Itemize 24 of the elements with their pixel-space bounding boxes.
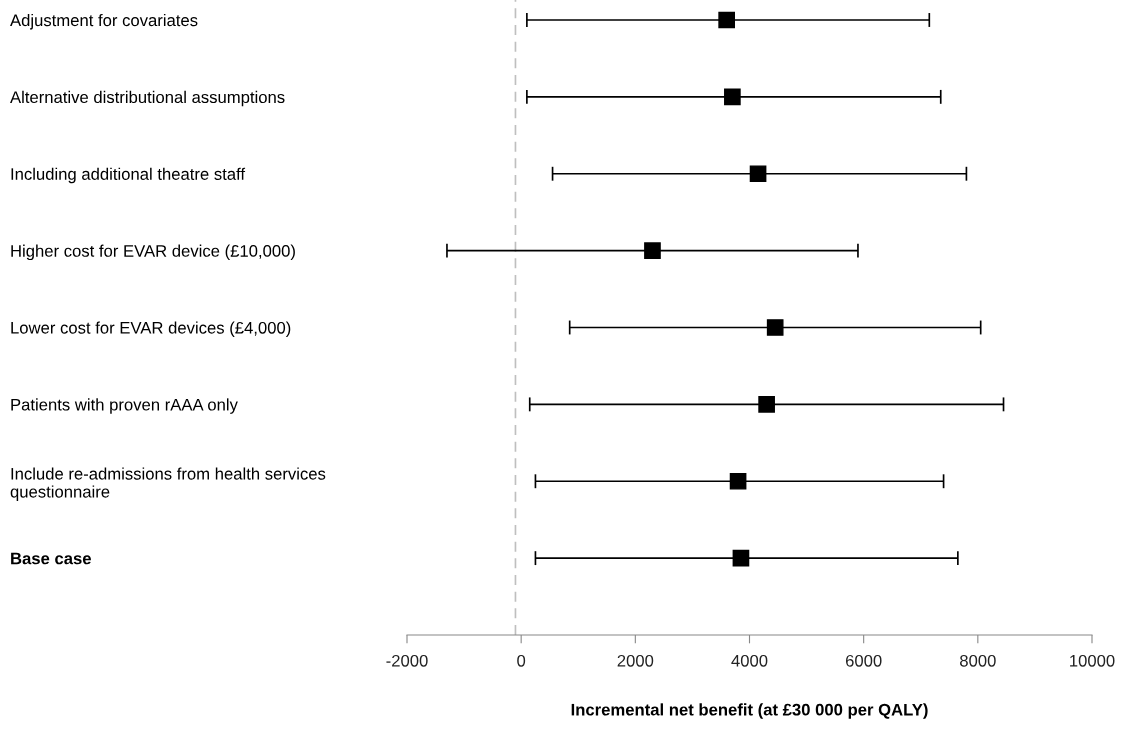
point bbox=[732, 549, 750, 567]
x-axis-title: Incremental net benefit (at £30 000 per QALY) bbox=[571, 703, 928, 719]
y-tick-label: Include re-admissions from health services questionnaire bbox=[10, 467, 326, 501]
point bbox=[729, 472, 747, 490]
point bbox=[724, 88, 741, 106]
x-tick-label: 0 bbox=[517, 654, 526, 667]
y-tick-label: Patients with proven rAAA only bbox=[11, 398, 238, 414]
y-tick-label: Higher cost for EVAR device (£10,000) bbox=[11, 244, 295, 261]
x-tick-label: 10000 bbox=[1070, 654, 1115, 667]
point bbox=[749, 165, 767, 183]
x-tick-label: 2000 bbox=[617, 654, 654, 667]
x-tick-label: 6000 bbox=[845, 654, 882, 667]
point bbox=[644, 242, 661, 259]
y-tick-label: Lower cost for EVAR devices (£4,000) bbox=[11, 321, 291, 337]
point bbox=[718, 11, 736, 29]
y-tick-label: Adjustment for covariates bbox=[10, 13, 198, 30]
x-tick-label: -2000 bbox=[386, 654, 428, 667]
y-tick-label: Alternative distributional assumptions bbox=[10, 90, 285, 107]
x-tick-label: 8000 bbox=[960, 654, 996, 667]
y-tick-label: Including additional theatre staff bbox=[11, 167, 246, 184]
point bbox=[758, 396, 775, 413]
y-tick-label: Base case bbox=[11, 552, 91, 565]
x-tick-label: 4000 bbox=[731, 654, 768, 667]
point bbox=[766, 319, 784, 336]
